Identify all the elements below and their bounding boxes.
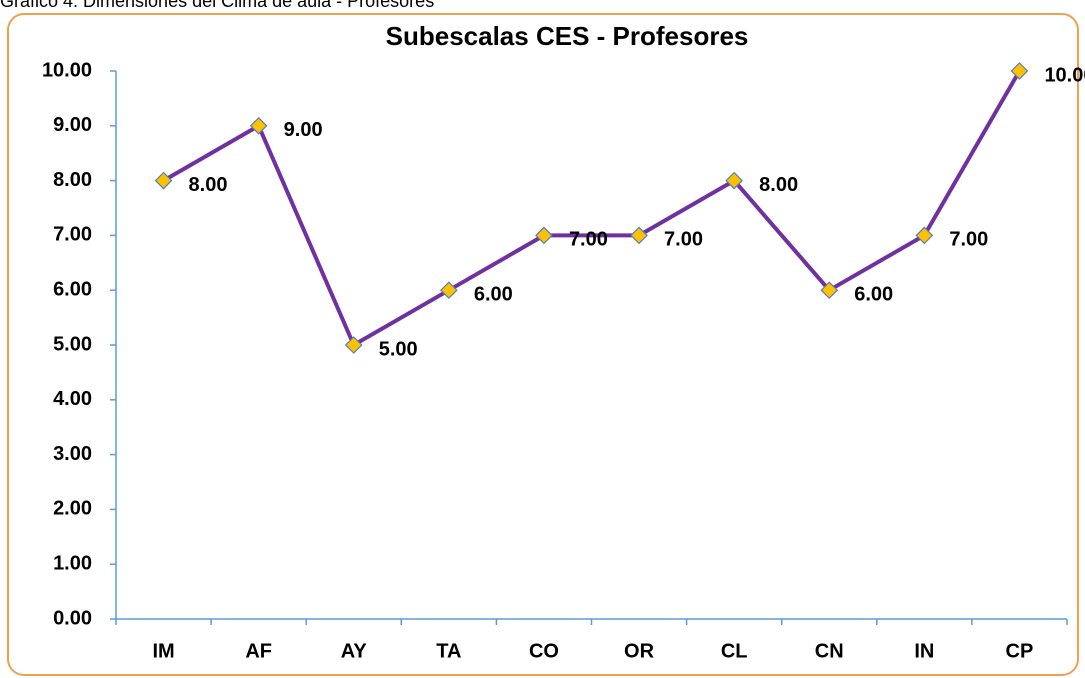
y-tick-label: 7.00 <box>53 224 92 246</box>
data-label: 7.00 <box>664 229 703 251</box>
y-tick-label: 5.00 <box>53 333 92 355</box>
data-label: 9.00 <box>284 119 323 141</box>
y-tick-label: 1.00 <box>53 552 92 574</box>
x-tick-label: CO <box>529 640 559 662</box>
data-label: 5.00 <box>379 338 418 360</box>
marker <box>440 281 458 300</box>
data-label: 6.00 <box>474 283 513 305</box>
marker <box>535 226 553 245</box>
caption: Gráfico 4: Dimensiones del Clima de aula… <box>0 0 434 11</box>
x-tick-label: OR <box>624 640 655 662</box>
marker <box>725 171 743 190</box>
x-tick-label: CL <box>721 640 748 662</box>
data-label: 6.00 <box>854 283 893 305</box>
data-label: 8.00 <box>759 174 798 196</box>
marker <box>1010 62 1029 80</box>
line <box>162 69 1022 347</box>
y-tick-label: 9.00 <box>53 114 92 136</box>
y-tick-label: 8.00 <box>53 169 92 191</box>
y-tick-label: 10.00 <box>42 59 92 81</box>
y-tick-label: 6.00 <box>53 278 92 300</box>
data-label: 8.00 <box>189 174 228 196</box>
data-label: 7.00 <box>569 229 608 251</box>
y-tick-label: 3.00 <box>53 443 92 465</box>
marker <box>820 281 839 300</box>
data-label: 10.00 <box>1044 64 1085 86</box>
marker <box>915 226 934 245</box>
x-tick-label: CP <box>1006 640 1034 662</box>
x-tick-label: IM <box>152 640 174 662</box>
y-tick-label: 2.00 <box>53 498 92 520</box>
marker <box>630 226 648 245</box>
marker <box>249 116 268 135</box>
x-tick-label: AY <box>341 640 368 662</box>
data-label: 7.00 <box>949 229 988 251</box>
x-tick-label: IN <box>914 640 934 662</box>
y-tick-label: 4.00 <box>53 388 92 410</box>
marker <box>344 336 363 354</box>
chart-title: Subescalas CES - Profesores <box>386 21 749 51</box>
chart-border <box>7 13 1079 676</box>
x-tick-label: CN <box>815 640 844 662</box>
y-tick-label: 0.00 <box>53 607 92 629</box>
marker <box>154 171 173 190</box>
x-tick-label: AF <box>245 640 272 662</box>
x-tick-label: TA <box>436 640 461 662</box>
